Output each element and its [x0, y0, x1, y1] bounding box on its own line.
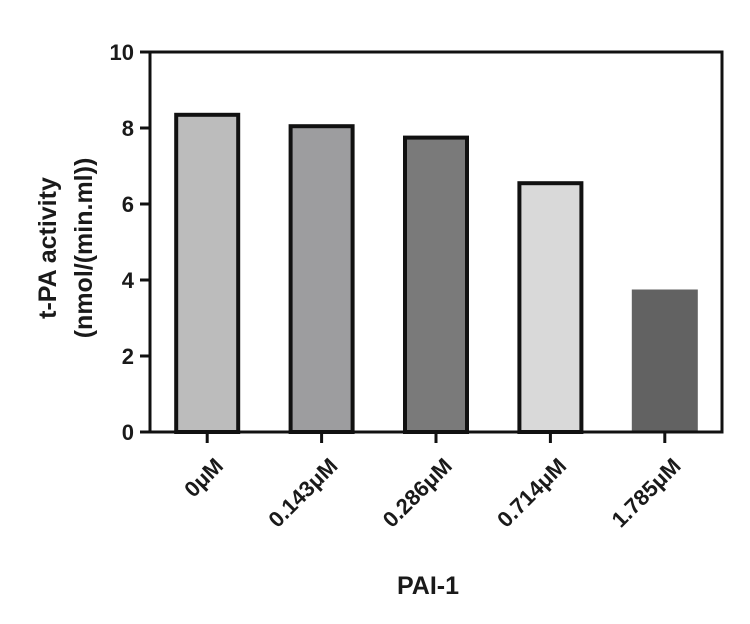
x-ticks-group: 0μM 0.143μM 0.286μM 0.714μM 1.785μM	[179, 432, 686, 532]
y-tick-label-3: 6	[122, 192, 134, 217]
y-tick-label-5: 10	[110, 40, 134, 65]
y-tick-label-1: 2	[122, 344, 134, 369]
x-tick-label-1: 0.143μM	[263, 453, 342, 532]
x-tick-label-4: 1.785μM	[607, 453, 686, 532]
bar-0	[174, 112, 241, 435]
bar-4	[631, 289, 698, 432]
x-tick-label-2: 0.286μM	[378, 453, 457, 532]
x-tick-label-3: 0.714μM	[492, 453, 571, 532]
bar-1	[288, 124, 355, 434]
x-tick-label-0: 0μM	[179, 453, 228, 502]
y-tick-label-0: 0	[122, 420, 134, 445]
bar-3	[517, 181, 584, 434]
y-ticks-group: 0 2 4 6 8 10	[110, 40, 150, 445]
x-axis-title: PAI-1	[397, 572, 459, 600]
y-axis-title-line-2: (nmol/(min.ml))	[70, 158, 98, 339]
y-axis-title-line-1: t-PA activity	[34, 177, 62, 319]
bars-group	[174, 112, 698, 435]
y-tick-label-2: 4	[122, 268, 135, 293]
y-tick-label-4: 8	[122, 116, 134, 141]
bar-2	[403, 135, 469, 434]
y-axis-title: t-PA activity (nmol/(min.ml))	[34, 158, 98, 339]
